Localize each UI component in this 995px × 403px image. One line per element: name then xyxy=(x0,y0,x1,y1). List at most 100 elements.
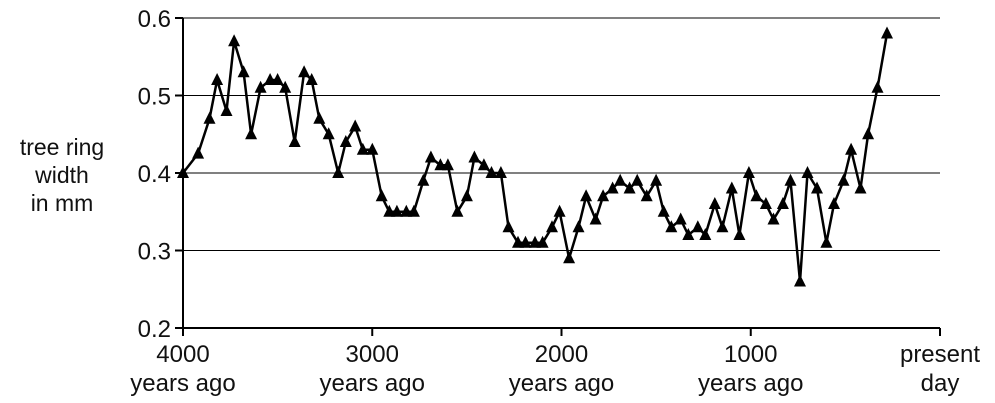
data-point-marker xyxy=(794,274,806,287)
x-tick-label: 1000 xyxy=(724,341,777,368)
data-point-marker xyxy=(390,204,403,217)
y-axis-label-line-3: in mm xyxy=(31,190,94,216)
data-point-marker xyxy=(811,181,823,194)
data-point-marker xyxy=(322,127,335,140)
data-point-marker xyxy=(563,251,576,264)
data-point-marker xyxy=(375,189,388,202)
data-point-marker xyxy=(580,189,593,202)
y-tick-label: 0.5 xyxy=(138,84,171,111)
data-point-marker xyxy=(279,80,292,93)
data-point-marker xyxy=(837,173,850,186)
data-point-marker xyxy=(733,228,746,240)
data-point-marker xyxy=(725,181,738,194)
data-point-marker xyxy=(468,150,481,163)
data-point-marker xyxy=(862,127,875,140)
data-point-marker xyxy=(614,173,627,186)
data-point-marker xyxy=(228,34,241,47)
data-point-marker xyxy=(801,166,814,178)
data-point-marker xyxy=(237,65,250,78)
data-point-marker xyxy=(417,173,430,186)
data-point-marker xyxy=(451,204,464,217)
data-point-marker xyxy=(288,135,301,147)
data-point-marker xyxy=(871,80,884,93)
data-point-marker xyxy=(650,173,663,186)
data-point-marker xyxy=(313,111,326,124)
data-point-marker xyxy=(366,142,379,155)
data-point-marker xyxy=(441,158,454,171)
data-point-marker xyxy=(674,212,687,225)
data-point-marker xyxy=(854,181,867,194)
data-point-marker xyxy=(339,135,352,147)
data-point-marker xyxy=(767,212,780,225)
data-point-marker xyxy=(682,228,695,240)
data-point-marker xyxy=(708,197,721,209)
data-point-marker xyxy=(529,235,541,248)
data-point-marker xyxy=(245,127,258,140)
data-point-marker xyxy=(460,189,473,202)
data-point-marker xyxy=(298,65,311,78)
y-tick-label: 0.2 xyxy=(138,316,171,343)
x-tick-label: years ago xyxy=(320,370,425,397)
data-point-marker xyxy=(400,204,413,217)
x-tick-label: 4000 xyxy=(156,341,209,368)
data-point-marker xyxy=(631,173,644,186)
data-point-marker xyxy=(203,111,216,124)
data-point-marker xyxy=(750,189,763,202)
data-point-marker xyxy=(665,220,678,233)
x-tick-label: years ago xyxy=(698,370,803,397)
y-tick-label: 0.3 xyxy=(138,239,171,266)
data-point-marker xyxy=(211,73,224,85)
data-point-marker xyxy=(407,204,420,217)
y-ticks: 0.2 0.3 0.4 0.5 0.6 xyxy=(138,6,183,343)
data-point-marker xyxy=(356,142,369,155)
data-point-marker xyxy=(485,166,498,178)
data-point-marker xyxy=(502,220,515,233)
x-tick-label: 3000 xyxy=(346,341,399,368)
y-axis-label: tree ring width in mm xyxy=(20,134,104,216)
data-point-marker xyxy=(742,166,755,178)
data-point-marker xyxy=(623,181,636,194)
y-tick-label: 0.6 xyxy=(138,6,171,33)
data-point-marker xyxy=(271,73,284,85)
data-point-marker xyxy=(597,189,610,202)
data-point-marker xyxy=(546,220,558,233)
data-point-marker xyxy=(494,166,507,178)
y-axis-label-line-1: tree ring xyxy=(20,134,104,160)
x-tick-label: years ago xyxy=(509,370,614,397)
data-point-marker xyxy=(177,166,189,178)
x-tick-label: day xyxy=(921,370,960,397)
data-point-marker xyxy=(657,204,670,217)
data-point-marker xyxy=(424,150,437,163)
data-point-marker xyxy=(305,73,318,85)
series-tree-ring-width xyxy=(177,26,893,287)
gridlines xyxy=(183,17,940,251)
data-point-marker xyxy=(776,197,789,209)
data-point-marker xyxy=(716,220,729,233)
data-point-marker xyxy=(572,220,585,233)
data-point-marker xyxy=(640,189,653,202)
data-point-marker xyxy=(553,204,566,217)
data-point-marker xyxy=(699,228,712,240)
data-point-marker xyxy=(759,197,772,209)
data-point-marker xyxy=(519,235,532,248)
data-point-marker xyxy=(254,80,267,93)
x-tick-label: years ago xyxy=(130,370,235,397)
data-point-marker xyxy=(845,142,858,155)
data-point-marker xyxy=(820,235,833,248)
data-point-marker xyxy=(349,119,362,132)
data-point-marker xyxy=(477,158,490,171)
y-tick-label: 0.4 xyxy=(138,161,171,188)
data-point-marker xyxy=(691,220,704,233)
data-point-marker xyxy=(589,212,602,225)
x-tick-label: present xyxy=(900,341,980,368)
x-tick-label: 2000 xyxy=(535,341,588,368)
y-axis-label-line-2: width xyxy=(34,162,89,188)
data-point-marker xyxy=(220,104,233,116)
data-point-marker xyxy=(332,166,345,178)
data-point-marker xyxy=(784,173,797,186)
data-point-marker xyxy=(192,146,205,159)
data-point-marker xyxy=(606,181,619,194)
data-point-marker xyxy=(383,204,396,217)
